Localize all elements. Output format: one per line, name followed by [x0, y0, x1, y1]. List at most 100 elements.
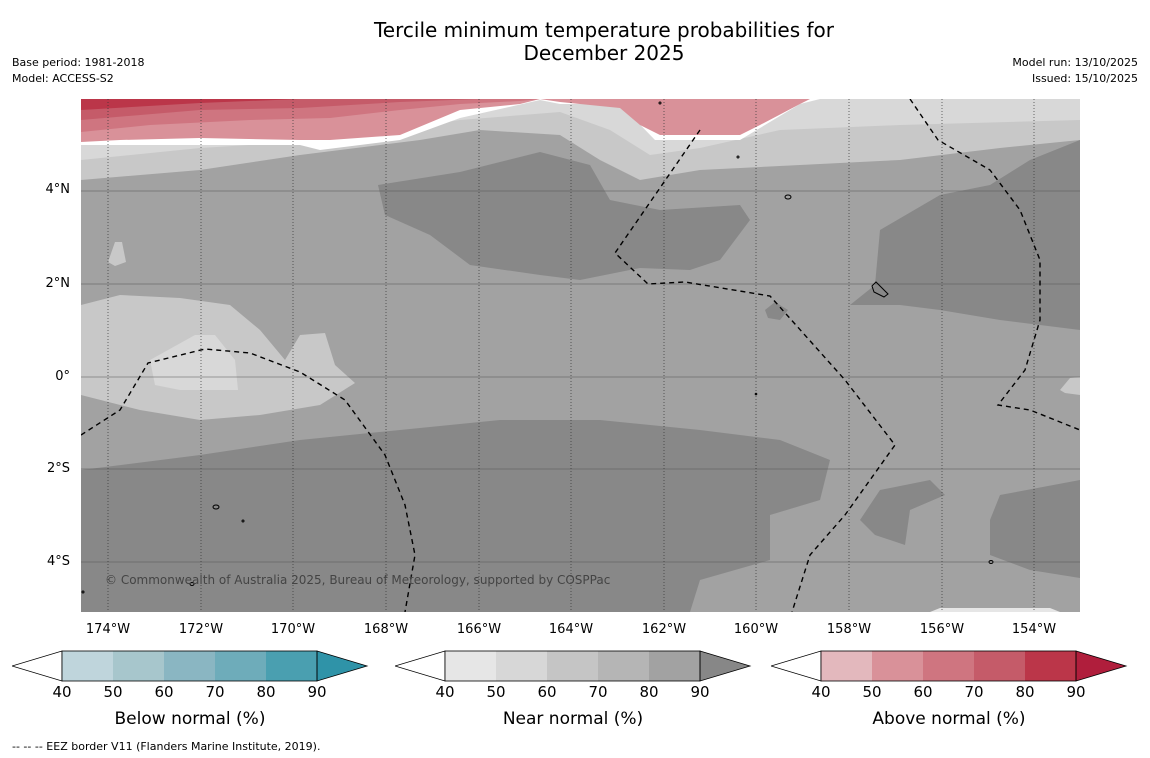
lat-label-2s: 2°S — [46, 461, 70, 476]
colorbar-swatch — [598, 651, 649, 681]
lon-label-156w: 156°W — [919, 622, 965, 637]
colorbar-swatch — [547, 651, 598, 681]
eez-border-central — [614, 129, 896, 612]
island-outline — [81, 590, 85, 594]
colorbar-tick: 50 — [103, 683, 123, 701]
island-outline — [736, 155, 740, 159]
island-outline — [658, 101, 662, 105]
base-period: Base period: 1981-2018 — [12, 56, 145, 69]
colorbar-outline — [61, 650, 318, 682]
colorbar-tick: 40 — [811, 683, 831, 701]
title-line-2: December 2025 — [523, 41, 685, 65]
legend-above-normal: 40 50 60 70 80 90 Above normal (%) — [771, 650, 1131, 745]
colorbar-tick: 60 — [154, 683, 174, 701]
model-run: Model run: 13/10/2025 — [1012, 56, 1138, 69]
colorbar-swatch — [872, 651, 923, 681]
colorbar-outline — [444, 650, 701, 682]
colorbar-tick: 80 — [639, 683, 659, 701]
colorbar-tick: 60 — [537, 683, 557, 701]
small-dark-patch — [765, 302, 788, 320]
title-line-1: Tercile minimum temperature probabilitie… — [373, 18, 835, 42]
eez-border-east — [909, 99, 1080, 431]
colorbar-above-normal — [771, 650, 1128, 682]
colorbar-swatch — [215, 651, 266, 681]
island-outline — [241, 519, 245, 523]
legend-title-below: Below normal (%) — [114, 709, 266, 729]
latitude-gridlines — [81, 190, 1080, 563]
colorbar-max-arrow — [1075, 650, 1128, 682]
lon-label-172w: 172°W — [178, 622, 224, 637]
island-outline — [988, 560, 994, 564]
colorbar-tick: 80 — [256, 683, 276, 701]
eez-border-west — [81, 348, 416, 612]
colorbar-swatch — [821, 651, 872, 681]
island-outline — [754, 392, 758, 396]
near-normal-60-southeast — [990, 480, 1080, 578]
legend-near-normal: 40 50 60 70 80 90 Near normal (%) — [395, 650, 755, 745]
colorbar-max-arrow — [316, 650, 369, 682]
lat-label-2n: 2°N — [45, 276, 71, 291]
south-light-strip — [930, 608, 1060, 612]
near-normal-60-east — [850, 140, 1080, 330]
colorbar-swatch — [649, 651, 700, 681]
lat-label-4s: 4°S — [46, 554, 70, 569]
colorbar-tick: 90 — [690, 683, 710, 701]
island-outline — [212, 504, 220, 510]
colorbar-swatch — [164, 651, 215, 681]
colorbar-below-normal — [12, 650, 369, 682]
lon-label-170w: 170°W — [270, 622, 316, 637]
colorbar-swatch — [113, 651, 164, 681]
legend-title-above: Above normal (%) — [872, 709, 1026, 729]
lon-label-154w: 154°W — [1011, 622, 1057, 637]
colorbar-tick: 90 — [1066, 683, 1086, 701]
near-normal-60-patch — [860, 480, 945, 545]
colorbar-swatch — [496, 651, 547, 681]
colorbar-near-normal — [395, 650, 752, 682]
near-normal-60-central — [378, 152, 750, 280]
legend-below-normal: 40 50 60 70 80 90 Below normal (%) — [12, 650, 372, 745]
model-name: Model: ACCESS-S2 — [12, 72, 114, 85]
issued-date: Issued: 15/10/2025 — [1031, 72, 1138, 85]
east-light-patch — [1060, 377, 1080, 395]
colorbar-swatch — [974, 651, 1025, 681]
lon-label-160w: 160°W — [733, 622, 779, 637]
colorbar-tick: 50 — [486, 683, 506, 701]
colorbar-swatch — [1025, 651, 1076, 681]
lat-label-4n: 4°N — [45, 182, 71, 197]
colorbar-tick: 40 — [435, 683, 455, 701]
colorbar-min-arrow — [395, 650, 446, 682]
eez-footnote: -- -- -- EEZ border V11 (Flanders Marine… — [12, 740, 321, 753]
colorbar-swatch — [923, 651, 974, 681]
above-normal-80-region — [81, 99, 300, 110]
lon-label-162w: 162°W — [641, 622, 687, 637]
colorbar-min-arrow — [12, 650, 63, 682]
colorbar-swatch — [266, 651, 317, 681]
colorbar-tick: 70 — [205, 683, 225, 701]
colorbar-tick: 90 — [307, 683, 327, 701]
islands — [81, 101, 994, 594]
probability-field — [81, 99, 1080, 612]
lon-label-168w: 168°W — [363, 622, 409, 637]
small-light-patch — [108, 242, 126, 266]
island-outline — [189, 582, 195, 586]
meta-left: Base period: 1981-2018 Model: ACCESS-S2 — [12, 55, 144, 87]
colorbar-max-arrow — [699, 650, 752, 682]
lon-label-158w: 158°W — [826, 622, 872, 637]
lon-label-164w: 164°W — [548, 622, 594, 637]
lat-label-0: 0° — [55, 369, 70, 384]
island-outline — [871, 281, 889, 298]
near-normal-light-west — [150, 335, 238, 390]
eez-borders — [81, 99, 1080, 612]
island-outline — [784, 194, 792, 200]
colorbar-tick: 70 — [964, 683, 984, 701]
colorbar-swatch — [445, 651, 496, 681]
colorbar-min-arrow — [771, 650, 822, 682]
meta-right: Model run: 13/10/2025 Issued: 15/10/2025 — [1012, 55, 1138, 87]
legend-title-near: Near normal (%) — [502, 709, 644, 729]
near-normal-60-south — [81, 420, 830, 612]
lon-label-166w: 166°W — [456, 622, 502, 637]
copyright-note: © Commonwealth of Australia 2025, Bureau… — [105, 573, 611, 587]
above-normal-70-region — [81, 99, 480, 120]
colorbar-tick: 70 — [588, 683, 608, 701]
